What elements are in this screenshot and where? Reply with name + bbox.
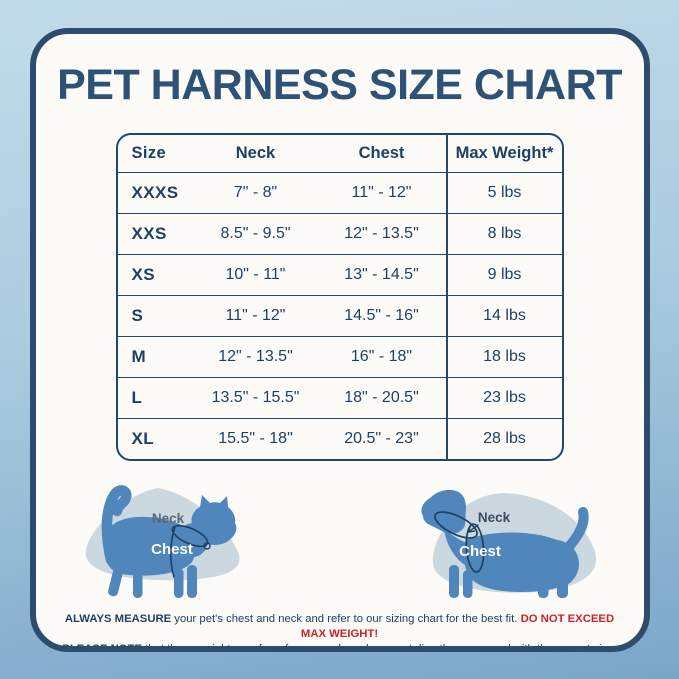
footnote-line-1: ALWAYS MEASURE your pet's chest and neck… [56,612,624,642]
table-row: XXXS 7" - 8" 11" - 12" 5 lbs [117,171,562,213]
always-measure-label: ALWAYS MEASURE [64,612,172,625]
cell-size: XL [131,428,155,448]
cell-max-weight: 18 lbs [445,336,562,377]
cell-max-weight: 23 lbs [445,377,562,418]
footnote-line-2: PLEASE NOTE that these weights are for r… [56,642,624,652]
cell-chest: 16" - 18" [350,347,413,365]
footnote-line-1-text: your pet's chest and neck and refer to o… [171,612,521,625]
cat-leg [132,569,142,598]
cell-size: S [131,305,144,325]
header-neck: Neck [235,143,276,162]
cat-measurement-diagram: Neck Chest [80,478,250,603]
measurement-diagrams: Neck Chest [36,461,644,603]
dog-measurement-diagram: Neck Chest [418,478,608,603]
page-title: PET HARNESS SIZE CHART [57,60,622,109]
dog-chest-measure-line [465,522,484,573]
header-size: Size [131,143,167,162]
cat-neck-label: Neck [151,511,184,526]
cell-max-weight: 8 lbs [445,213,562,254]
cell-chest: 13" - 14.5" [344,265,419,283]
dog-neck-pointer-arrow [466,523,479,533]
cat-chest-label: Chest [151,541,193,558]
cat-harness-ring [202,541,211,550]
cat-leg [107,563,124,596]
cell-neck: 10" - 11" [225,265,286,283]
dog-neck [443,527,478,568]
dog-leg [556,561,568,598]
cell-chest: 18" - 20.5" [344,388,419,406]
cell-size: XXS [131,223,167,243]
cell-max-weight: 28 lbs [445,418,562,459]
cat-tail [101,484,131,565]
footnote-line-2-text: that these weights are for reference onl… [142,642,617,652]
cat-chest-measure-line [169,525,176,578]
cat-head [190,494,236,545]
cell-max-weight: 9 lbs [445,254,562,295]
cell-chest: 11" - 12" [351,183,412,201]
header-chest: Chest [358,143,405,162]
cell-size: L [131,387,143,407]
cat-neck-measure-line [171,524,208,547]
dog-leg [537,567,548,598]
dog-leg [462,569,472,598]
dog-neck-label: Neck [477,510,510,525]
max-weight-warning: DO NOT EXCEED MAX WEIGHT! [300,612,615,640]
cell-neck: 7" - 8" [233,183,278,201]
cell-neck: 12" - 13.5" [218,347,293,365]
cell-neck: 13.5" - 15.5" [211,388,300,406]
cell-size: XS [131,264,155,284]
cell-size: XXXS [131,182,179,202]
table-row: XS 10" - 11" 13" - 14.5" 9 lbs [117,253,562,295]
header-max-weight: Max Weight* [445,134,562,172]
table-row: L 13.5" - 15.5" 18" - 20.5" 23 lbs [117,376,562,418]
cell-neck: 8.5" - 9.5" [220,224,291,242]
cat-silhouette-icon: Neck Chest [85,484,240,598]
size-chart-card: PET HARNESS SIZE CHART Size Neck Chest M… [29,27,650,652]
footnote: ALWAYS MEASURE your pet's chest and neck… [36,612,644,652]
cell-max-weight: 14 lbs [445,295,562,336]
cell-max-weight: 5 lbs [445,172,562,213]
cat-leg [186,564,197,598]
cell-neck: 11" - 12" [225,306,286,324]
please-note-label: PLEASE NOTE [62,642,142,652]
table-row: XL 15.5" - 18" 20.5" - 23" 28 lbs [117,417,562,459]
dog-leg [448,564,459,598]
cell-chest: 12" - 13.5" [344,224,419,242]
cell-chest: 20.5" - 23" [344,429,419,447]
table-row: S 11" - 12" 14.5" - 16" 14 lbs [117,294,562,336]
dog-silhouette-icon: Neck Chest [420,489,596,598]
dog-chest-label: Chest [459,543,501,560]
size-table: Size Neck Chest Max Weight* XXXS 7" - 8"… [115,132,564,461]
cat-leg [173,567,183,598]
table-row: M 12" - 13.5" 16" - 18" 18 lbs [117,335,562,377]
table-header-row: Size Neck Chest Max Weight* [118,134,562,172]
table-row: XXS 8.5" - 9.5" 12" - 13.5" 8 lbs [117,212,562,254]
cell-neck: 15.5" - 18" [218,429,293,447]
cell-chest: 14.5" - 16" [344,306,419,324]
dog-neck-measure-line [433,510,478,539]
cell-size: M [131,346,147,366]
